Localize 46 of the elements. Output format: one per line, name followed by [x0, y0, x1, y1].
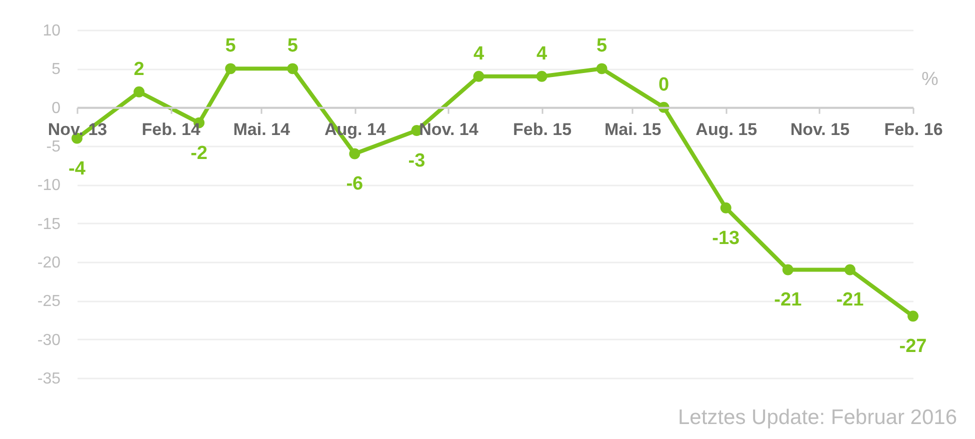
data-label: -13 [712, 228, 740, 249]
x-tick-label: Mai. 15 [604, 120, 662, 139]
y-tick-label: -15 [37, 216, 61, 233]
y-tick-label: -30 [37, 332, 61, 349]
y-tick-label: -35 [37, 370, 61, 388]
data-label: 5 [287, 36, 298, 57]
data-label: -3 [408, 150, 426, 172]
data-label: -21 [836, 290, 864, 311]
y-tick-label: -5 [46, 138, 61, 156]
y-tick-label: -25 [37, 293, 61, 310]
point [844, 264, 856, 276]
data-label: -27 [899, 336, 927, 358]
point [720, 202, 732, 214]
y-tick-label: 10 [42, 22, 61, 40]
data-label: 5 [596, 36, 608, 57]
point [473, 70, 484, 82]
text: Letztes Update: Februar 2016 [678, 406, 957, 429]
data-label: -4 [68, 158, 86, 180]
point [349, 148, 360, 160]
x-tick-label: Nov. 15 [790, 120, 850, 139]
x-tick-label: Feb. 14 [142, 120, 201, 139]
x-tick-label: Feb. 15 [512, 120, 572, 139]
data-label: -21 [774, 290, 802, 311]
data-label: 0 [658, 74, 670, 96]
data-label: -6 [346, 174, 364, 195]
point [782, 264, 794, 276]
point [134, 86, 145, 98]
x-tick-label: Nov. 13 [48, 120, 108, 139]
point [596, 63, 608, 74]
y-tick-label: 5 [52, 61, 61, 78]
x-tick-label: Feb. 16 [884, 120, 943, 139]
point [225, 63, 236, 74]
y-tick-label: 0 [52, 100, 61, 117]
y-tick-label: -20 [37, 254, 61, 272]
data-label: 4 [473, 43, 484, 64]
data-label: -2 [190, 142, 208, 164]
point [287, 63, 298, 74]
data-label: 5 [225, 36, 236, 57]
data-label: 2 [134, 58, 144, 80]
data-label: 4 [536, 43, 548, 64]
x-tick-label: Mai. 14 [233, 120, 290, 139]
x-tick-label: Aug. 15 [696, 120, 758, 139]
point [536, 70, 548, 82]
point [908, 310, 918, 322]
y-axis-title: % [922, 69, 938, 90]
y-tick-label: -10 [37, 177, 61, 194]
